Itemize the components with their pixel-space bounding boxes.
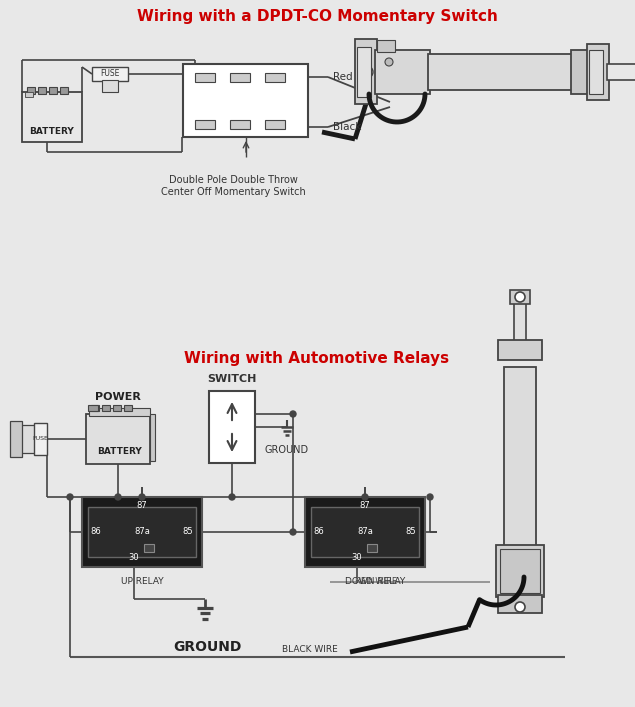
Bar xyxy=(587,44,609,100)
Bar xyxy=(355,39,377,104)
Bar xyxy=(150,414,155,461)
Text: 87a: 87a xyxy=(357,527,373,537)
Text: 87: 87 xyxy=(359,501,370,510)
Bar xyxy=(496,545,544,597)
Bar xyxy=(49,87,57,94)
Text: DOWN RELAY: DOWN RELAY xyxy=(345,578,405,587)
Circle shape xyxy=(290,411,296,417)
Bar xyxy=(86,414,150,464)
Bar xyxy=(265,120,285,129)
Text: POWER: POWER xyxy=(95,392,141,402)
Bar xyxy=(500,549,540,593)
Text: FUSE: FUSE xyxy=(100,69,119,78)
Bar xyxy=(510,290,530,304)
Bar xyxy=(34,423,47,455)
Text: 86: 86 xyxy=(91,527,102,537)
Text: 87: 87 xyxy=(137,501,147,510)
Bar xyxy=(607,64,635,80)
Bar xyxy=(25,92,33,97)
Bar xyxy=(367,544,377,552)
Bar xyxy=(10,421,22,457)
Text: Red: Red xyxy=(333,72,352,82)
Text: Double Pole Double Throw
Center Off Momentary Switch: Double Pole Double Throw Center Off Mome… xyxy=(161,175,305,197)
Bar xyxy=(498,595,542,613)
Bar xyxy=(195,120,215,129)
Text: 30: 30 xyxy=(352,554,363,563)
Circle shape xyxy=(229,494,235,500)
Text: 85: 85 xyxy=(406,527,417,537)
Bar xyxy=(230,73,250,82)
Bar xyxy=(22,92,82,142)
Bar xyxy=(144,544,154,552)
Bar xyxy=(357,47,371,97)
Text: 86: 86 xyxy=(314,527,324,537)
Bar xyxy=(18,425,35,453)
Bar xyxy=(183,64,308,137)
Bar xyxy=(102,80,118,92)
Bar xyxy=(514,302,526,342)
Bar xyxy=(88,405,98,411)
Circle shape xyxy=(115,494,121,500)
Circle shape xyxy=(139,494,145,500)
Bar xyxy=(27,87,35,94)
Bar xyxy=(38,87,46,94)
Text: BATTERY: BATTERY xyxy=(98,448,142,457)
Bar xyxy=(589,50,603,94)
Bar xyxy=(305,497,425,567)
Bar xyxy=(209,391,255,463)
Text: Black: Black xyxy=(333,122,361,132)
Bar xyxy=(504,367,536,567)
Bar xyxy=(124,405,132,411)
Bar xyxy=(377,40,395,52)
Circle shape xyxy=(515,602,525,612)
Bar xyxy=(498,340,542,360)
Circle shape xyxy=(515,292,525,302)
Circle shape xyxy=(362,494,368,500)
Text: 85: 85 xyxy=(183,527,193,537)
Text: BATTERY: BATTERY xyxy=(30,127,74,136)
Text: GROUND: GROUND xyxy=(265,445,309,455)
Bar xyxy=(88,507,196,557)
Text: SWITCH: SWITCH xyxy=(207,374,257,384)
Circle shape xyxy=(521,567,529,575)
Circle shape xyxy=(427,494,433,500)
Circle shape xyxy=(67,494,73,500)
Text: Wiring with a DPDT-CO Momentary Switch: Wiring with a DPDT-CO Momentary Switch xyxy=(137,9,497,25)
Circle shape xyxy=(361,66,373,78)
Bar xyxy=(60,87,68,94)
Text: 30: 30 xyxy=(129,554,139,563)
Text: BLACK WIRE: BLACK WIRE xyxy=(282,645,338,653)
Bar xyxy=(571,50,589,94)
Text: FUSE: FUSE xyxy=(32,436,48,441)
Text: RED WIRE: RED WIRE xyxy=(355,578,397,587)
Bar xyxy=(92,67,128,81)
Bar xyxy=(230,120,250,129)
Text: UP RELAY: UP RELAY xyxy=(121,578,163,587)
Circle shape xyxy=(385,58,393,66)
Bar xyxy=(102,405,110,411)
Bar xyxy=(375,50,430,94)
Bar xyxy=(195,73,215,82)
Bar xyxy=(428,54,573,90)
Bar xyxy=(265,73,285,82)
Text: GROUND: GROUND xyxy=(173,640,241,654)
Bar xyxy=(91,405,99,411)
Circle shape xyxy=(591,66,603,78)
Text: 87a: 87a xyxy=(134,527,150,537)
Bar xyxy=(311,507,419,557)
Bar xyxy=(89,408,150,416)
Text: Wiring with Automotive Relays: Wiring with Automotive Relays xyxy=(184,351,450,366)
Bar xyxy=(82,497,202,567)
Bar xyxy=(113,405,121,411)
Circle shape xyxy=(290,529,296,535)
